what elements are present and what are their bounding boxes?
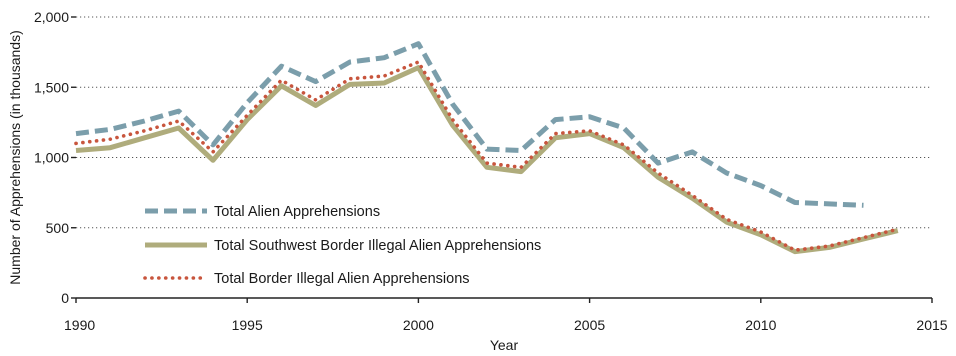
x-tick-label: 2000 xyxy=(403,317,434,333)
legend-label-2: Total Southwest Border Illegal Alien App… xyxy=(214,238,541,254)
x-axis-title: Year xyxy=(490,337,519,353)
y-tick-label: 2,000 xyxy=(34,9,69,25)
label-layer: 0 500 1,000 1,500 2,000 1990 1995 2000 2005 2010 2… xyxy=(7,9,948,353)
series-line-1 xyxy=(75,41,864,208)
y-tick-label: 0 xyxy=(61,290,69,306)
y-tick-label: 1,500 xyxy=(34,79,69,95)
grid-layer xyxy=(76,16,932,229)
legend-label-3: Total Border Illegal Alien Apprehensions xyxy=(214,271,470,287)
x-tick-label: 2010 xyxy=(745,317,776,333)
legend-label-1: Total Alien Apprehensions xyxy=(214,204,380,220)
x-tick-label: 2005 xyxy=(574,317,605,333)
x-tick-label: 2015 xyxy=(916,317,947,333)
series-line-2 xyxy=(75,65,899,255)
series-layer xyxy=(74,41,900,255)
axis-layer xyxy=(71,16,933,303)
series-line-3 xyxy=(74,60,900,252)
legend: Total Alien Apprehensions Total Southwest… xyxy=(143,204,541,287)
y-tick-label: 500 xyxy=(46,220,70,236)
y-tick-label: 1,000 xyxy=(34,150,69,166)
x-tick-label: 1995 xyxy=(232,317,263,333)
y-axis-title: Number of Apprehensions (in thousands) xyxy=(7,30,23,284)
x-tick-label: 1990 xyxy=(64,317,95,333)
